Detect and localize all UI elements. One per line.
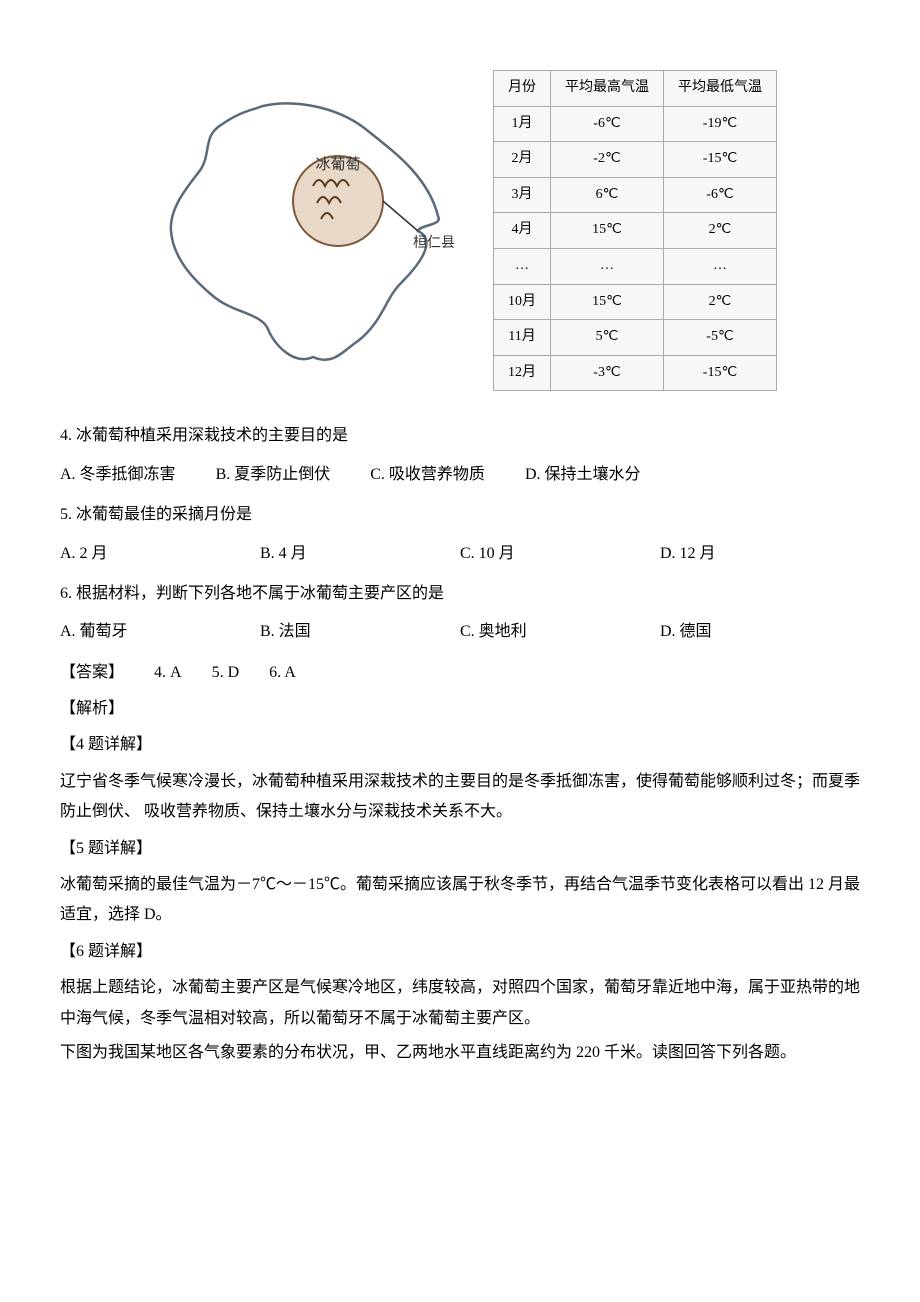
- table-row: 3月6℃-6℃: [494, 177, 777, 213]
- q4-option-a: A. 冬季抵御冻害: [60, 460, 176, 490]
- q4-explanation-label: 【4 题详解】: [60, 730, 860, 760]
- q5-option-b: B. 4 月: [260, 539, 460, 569]
- q5-option-c: C. 10 月: [460, 539, 660, 569]
- table-row: 1月-6℃-19℃: [494, 106, 777, 142]
- question-4-stem: 4. 冰葡萄种植采用深栽技术的主要目的是: [60, 421, 860, 451]
- question-5-options: A. 2 月 B. 4 月 C. 10 月 D. 12 月: [60, 539, 860, 569]
- q5-explanation-label: 【5 题详解】: [60, 834, 860, 864]
- question-4-options: A. 冬季抵御冻害 B. 夏季防止倒伏 C. 吸收营养物质 D. 保持土壤水分: [60, 460, 860, 490]
- q4-option-d: D. 保持土壤水分: [525, 460, 641, 490]
- q6-option-c: C. 奥地利: [460, 617, 660, 647]
- q6-explanation-body: 根据上题结论，冰葡萄主要产区是气候寒冷地区，纬度较高，对照四个国家，葡萄牙靠近地…: [60, 973, 860, 1034]
- answer-6: 6. A: [269, 664, 296, 681]
- col-high-temp: 平均最高气温: [551, 71, 664, 107]
- answer-4: 4. A: [154, 664, 182, 681]
- table-header-row: 月份 平均最高气温 平均最低气温: [494, 71, 777, 107]
- map-image: 冰葡萄 桓仁县: [143, 91, 463, 371]
- table-row: 4月15℃2℃: [494, 213, 777, 249]
- table-row: 12月-3℃-15℃: [494, 355, 777, 391]
- q6-explanation-label: 【6 题详解】: [60, 937, 860, 967]
- answers-line: 【答案】 4. A 5. D 6. A: [60, 658, 860, 688]
- temperature-table: 月份 平均最高气温 平均最低气温 1月-6℃-19℃ 2月-2℃-15℃ 3月6…: [493, 70, 777, 391]
- q6-option-b: B. 法国: [260, 617, 460, 647]
- table-row: ………: [494, 248, 777, 284]
- table-row: 10月15℃2℃: [494, 284, 777, 320]
- q6-option-d: D. 德国: [660, 617, 860, 647]
- q4-option-b: B. 夏季防止倒伏: [216, 460, 331, 490]
- map-county-label: 桓仁县: [413, 235, 455, 251]
- q5-option-d: D. 12 月: [660, 539, 860, 569]
- map-grape-label: 冰葡萄: [315, 156, 360, 173]
- figure-container: 冰葡萄 桓仁县 月份 平均最高气温 平均最低气温 1月-6℃-19℃ 2月-2℃…: [60, 70, 860, 391]
- question-5-stem: 5. 冰葡萄最佳的采摘月份是: [60, 500, 860, 530]
- question-6-options: A. 葡萄牙 B. 法国 C. 奥地利 D. 德国: [60, 617, 860, 647]
- table-row: 2月-2℃-15℃: [494, 142, 777, 178]
- q5-option-a: A. 2 月: [60, 539, 260, 569]
- col-month: 月份: [494, 71, 551, 107]
- answers-label: 【答案】: [60, 664, 124, 681]
- q5-explanation-body: 冰葡萄采摘的最佳气温为－7℃～－15℃。葡萄采摘应该属于秋冬季节，再结合气温季节…: [60, 870, 860, 931]
- col-low-temp: 平均最低气温: [664, 71, 777, 107]
- explanation-header: 【解析】: [60, 694, 860, 724]
- answer-5: 5. D: [212, 664, 240, 681]
- question-6-stem: 6. 根据材料，判断下列各地不属于冰葡萄主要产区的是: [60, 579, 860, 609]
- table-row: 11月5℃-5℃: [494, 320, 777, 356]
- q4-explanation-body: 辽宁省冬季气候寒冷漫长，冰葡萄种植采用深栽技术的主要目的是冬季抵御冻害，使得葡萄…: [60, 767, 860, 828]
- table-body: 1月-6℃-19℃ 2月-2℃-15℃ 3月6℃-6℃ 4月15℃2℃ ……… …: [494, 106, 777, 391]
- followup-text: 下图为我国某地区各气象要素的分布状况，甲、乙两地水平直线距离约为 220 千米。…: [60, 1038, 860, 1068]
- q6-option-a: A. 葡萄牙: [60, 617, 260, 647]
- q4-option-c: C. 吸收营养物质: [370, 460, 485, 490]
